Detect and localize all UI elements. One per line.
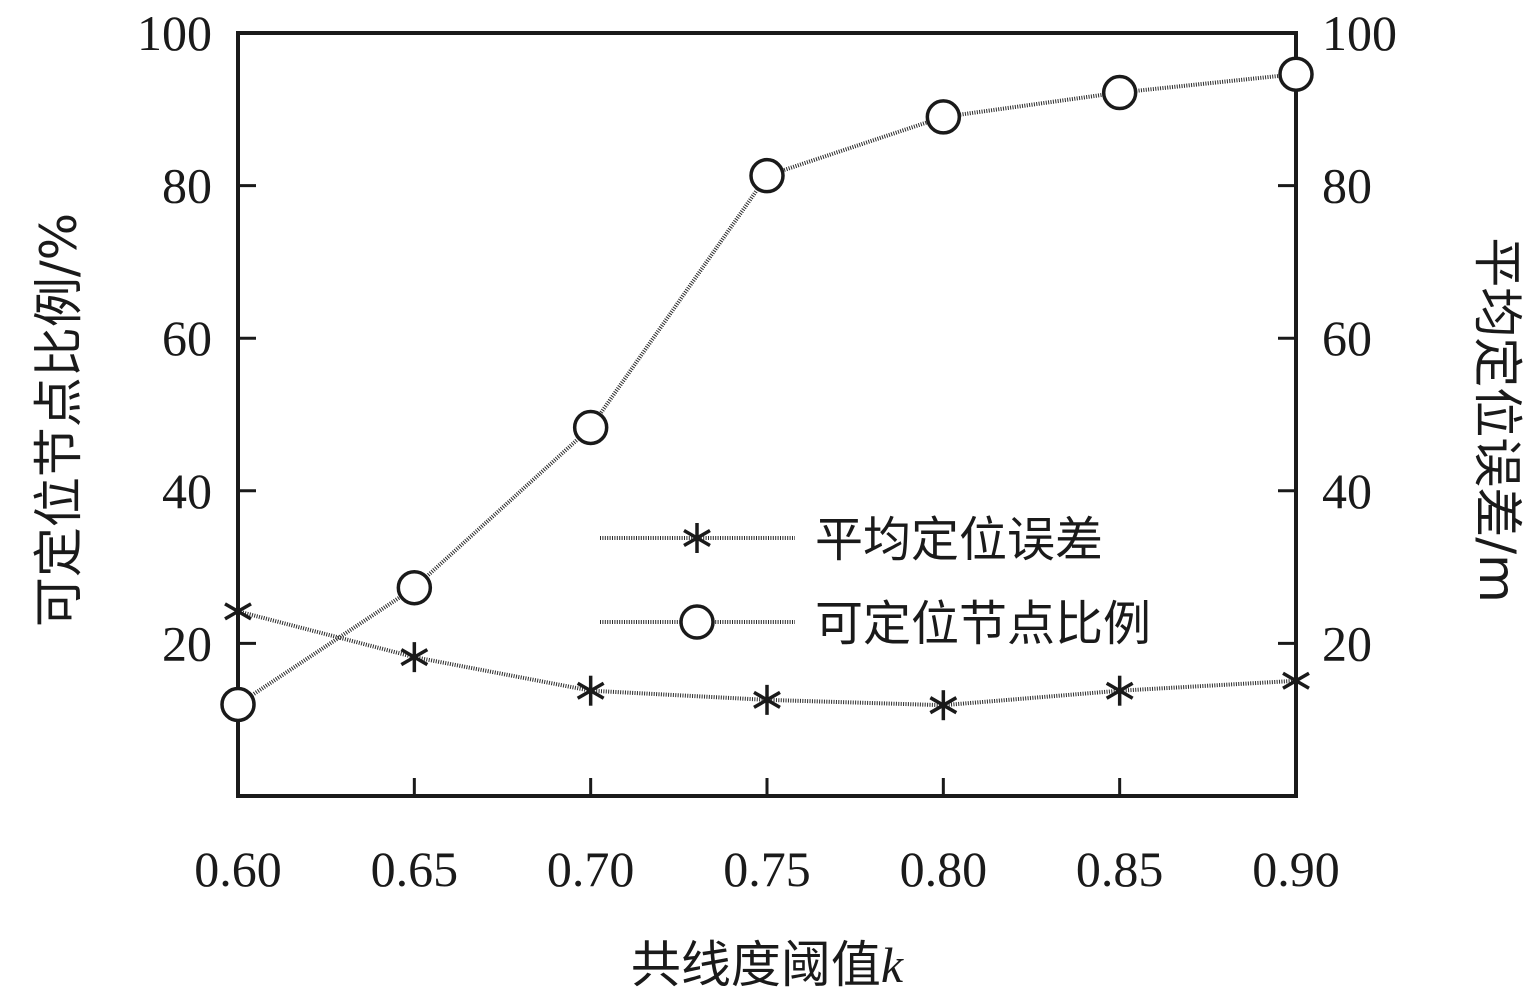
- data-point-error: [400, 642, 429, 673]
- legend-marker-star: [683, 523, 711, 553]
- data-point-ratio: [749, 157, 785, 194]
- plot-frame: [236, 31, 1298, 798]
- y-tick-label-left: 100: [137, 5, 212, 61]
- y-axis-right: 20 40 60 80 100: [1278, 5, 1397, 671]
- legend-marker-circle: [679, 604, 715, 640]
- x-axis-title-text: 共线度阈值: [631, 936, 881, 994]
- legend-label-ratio: 可定位节点比例: [815, 596, 1151, 652]
- legend: 平均定位误差 可定位节点比例: [600, 512, 1151, 652]
- y-axis-title-right: 平均定位误差/m: [1468, 237, 1526, 603]
- data-point-ratio: [1101, 74, 1138, 111]
- x-tick-label: 0.60: [194, 841, 282, 897]
- y-tick-label-left: 60: [162, 310, 212, 366]
- y-tick-label-right: 80: [1322, 158, 1372, 214]
- x-tick-label: 0.75: [723, 841, 811, 897]
- y-axis-left: 20 40 60 80 100: [137, 5, 256, 671]
- y-axis-title-left: 可定位节点比例/%: [30, 213, 88, 627]
- x-tick-label: 0.80: [900, 841, 988, 897]
- data-point-ratio: [220, 686, 256, 723]
- legend-star-glyph: [683, 523, 711, 553]
- data-point-ratio: [1278, 56, 1314, 92]
- x-axis: 0.60 0.65 0.70 0.75 0.80 0.85 0.90: [194, 778, 1340, 897]
- data-point-error: [753, 684, 781, 715]
- y-tick-label-left: 80: [162, 158, 212, 214]
- x-axis-title-var: k: [881, 937, 904, 993]
- data-point-error: [576, 675, 605, 706]
- x-tick-label: 0.90: [1252, 841, 1340, 897]
- data-point-error: [929, 690, 958, 721]
- x-axis-title: 共线度阈值k: [631, 936, 904, 994]
- data-point-ratio: [396, 569, 433, 606]
- data-point-ratio: [925, 99, 962, 135]
- y-tick-label-right: 20: [1322, 615, 1372, 671]
- x-tick-label: 0.65: [371, 841, 459, 897]
- legend-label-error: 平均定位误差: [815, 512, 1103, 568]
- y-tick-label-right: 100: [1322, 5, 1397, 61]
- y-tick-label-left: 20: [162, 615, 212, 671]
- y-tick-label-left: 40: [162, 463, 212, 519]
- y-tick-label-right: 60: [1322, 310, 1372, 366]
- series-layer: [220, 56, 1314, 723]
- data-point-ratio: [572, 409, 609, 446]
- data-point-error: [1105, 675, 1134, 706]
- x-tick-label: 0.85: [1076, 841, 1164, 897]
- data-point-error: [224, 596, 252, 627]
- y-tick-label-right: 40: [1322, 463, 1372, 519]
- x-tick-label: 0.70: [547, 841, 635, 897]
- data-point-error: [1282, 665, 1310, 696]
